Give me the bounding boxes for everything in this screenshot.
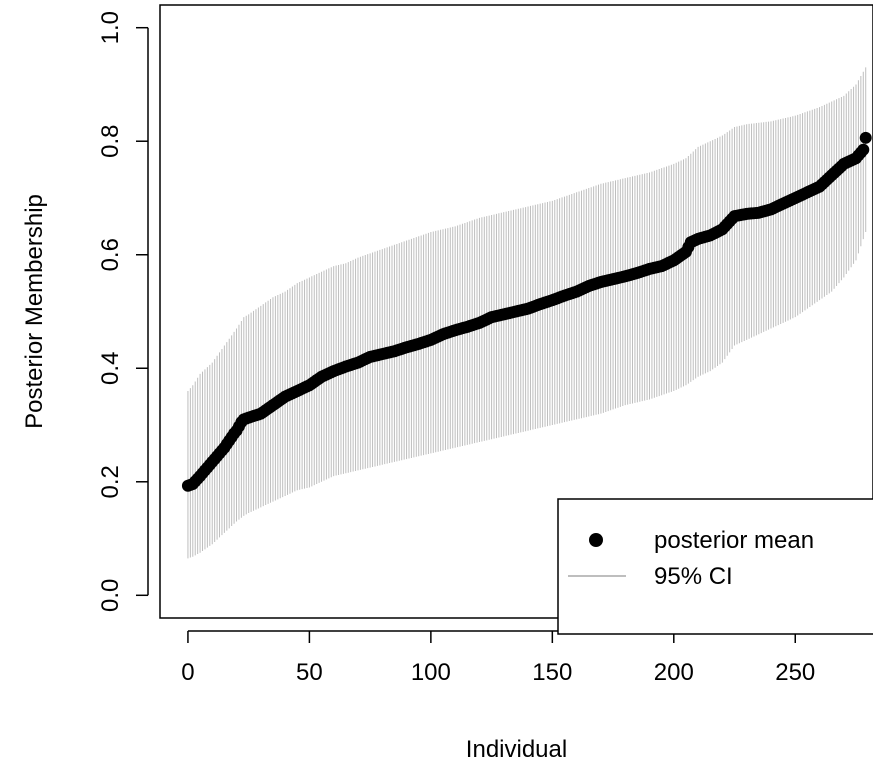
y-tick-label: 0.2: [97, 465, 124, 498]
legend-point-marker: [589, 533, 603, 547]
point-layer: [181, 131, 872, 492]
y-tick-label: 0.8: [97, 125, 124, 158]
plot-frame: [159, 4, 873, 619]
y-tick-label: 0.4: [97, 352, 124, 385]
y-tick-label: 1.0: [97, 11, 124, 44]
x-tick-label: 250: [775, 659, 815, 686]
y-tick-label: 0.0: [97, 579, 124, 612]
legend: posterior mean 95% CI: [557, 498, 873, 635]
x-tick-label: 50: [296, 659, 323, 686]
x-tick-label: 0: [181, 659, 194, 686]
x-tick-label: 200: [654, 659, 694, 686]
y-axis-title: Posterior Membership: [21, 194, 48, 429]
legend-label-ci: 95% CI: [654, 563, 733, 590]
y-axis: 0.0 0.2 0.4 0.6 0.8 1.0: [97, 11, 149, 612]
legend-label-mean: posterior mean: [654, 527, 814, 554]
x-tick-label: 150: [532, 659, 572, 686]
x-axis: 0 50 100 150 200 250: [181, 630, 815, 686]
x-axis-title: Individual: [466, 736, 567, 763]
data-point: [859, 131, 872, 144]
legend-box: [557, 498, 873, 635]
x-tick-label: 100: [411, 659, 451, 686]
ci-layer: [187, 67, 867, 559]
y-tick-label: 0.6: [97, 238, 124, 271]
data-point: [857, 143, 870, 156]
